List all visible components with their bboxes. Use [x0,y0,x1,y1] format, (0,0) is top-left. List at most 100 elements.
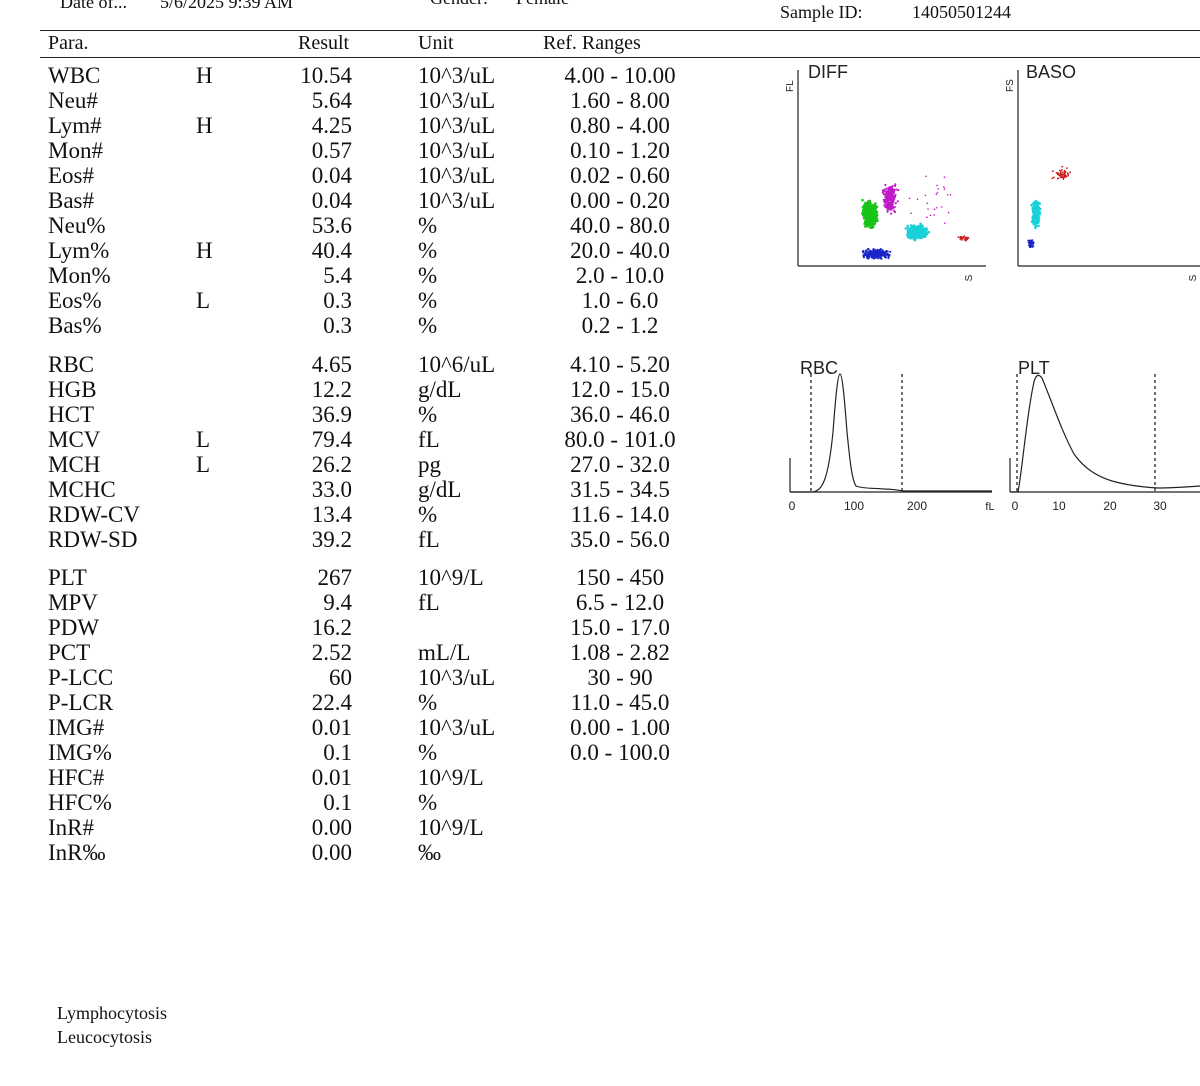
reference-range: 2.0 - 10.0 [575,263,665,288]
result-row: Bas% 0.3% 0.2 - 1.2 [0,313,720,338]
result-row: InR‰ 0.00 ‰ [0,840,720,865]
result-row: HFC% 0.1% [0,790,720,815]
result-value: 267 [317,565,353,590]
unit: 10^9/L [418,565,484,590]
result-row: RBC 4.65 10^6/uL 4.10 - 5.20 [0,352,720,377]
result-value: 22.4 [311,690,352,715]
result-value: 4.65 [311,352,352,377]
result-row: HCT 36.9% 36.0 - 46.0 [0,402,720,427]
reference-range: 0.0 - 100.0 [570,740,670,765]
plt-histogram-title: PLT [1018,358,1050,378]
col-header-ref: Ref. Ranges [543,32,641,54]
result-row: HFC# 0.01 10^9/L [0,765,720,790]
param-name: PCT [48,640,91,665]
abnormal-flag: L [196,288,211,313]
unit: % [418,402,438,427]
param-name: PLT [48,565,87,590]
param-name: HCT [48,402,94,427]
date-label: Date of... [60,0,127,12]
result-row: IMG# 0.01 10^3/uL 0.00 - 1.00 [0,715,720,740]
result-row: Mon# 0.57 10^3/uL 0.10 - 1.20 [0,138,720,163]
reference-range: 0.02 - 0.60 [570,163,670,188]
result-value: 0.00 [311,815,352,840]
reference-range: 0.2 - 1.2 [581,313,659,338]
reference-range: 1.60 - 8.00 [570,88,670,113]
param-name: MCH [48,452,101,477]
param-name: Eos% [48,288,102,313]
result-value: 0.04 [311,163,352,188]
result-row: Neu% 53.6% 40.0 - 80.0 [0,213,720,238]
unit: % [418,790,438,815]
abnormal-flag: H [196,113,213,138]
result-value: 9.4 [323,590,352,615]
plt-distribution-curve [1010,374,1200,493]
plt-tick-10: 10 [1052,499,1066,513]
reference-range: 150 - 450 [575,565,665,590]
param-name: P-LCC [48,665,114,690]
unit: % [418,213,438,238]
scatter-debris [957,235,970,242]
baso-y-axis-label: FS [1005,79,1016,92]
reference-range: 80.0 - 101.0 [564,427,676,452]
result-value: 4.25 [311,113,352,138]
result-value: 0.04 [311,188,352,213]
result-value: 0.01 [311,715,352,740]
rbc-distribution-curve [790,373,992,493]
plt-histogram: PLT 0 10 20 30 [1009,358,1200,513]
baso-scatter-plot: BASO FS SS [1005,62,1200,282]
note-leucocytosis: Leucocytosis [57,1027,152,1047]
result-value: 0.1 [323,790,352,815]
reference-range: 1.08 - 2.82 [570,640,670,665]
unit: fL [418,590,440,615]
abnormal-flag: H [196,63,213,88]
result-value: 26.2 [311,452,352,477]
param-name: IMG% [48,740,112,765]
reference-range: 35.0 - 56.0 [570,527,670,552]
note-lymphocytosis: Lymphocytosis [57,1003,168,1023]
param-name: RDW-CV [48,502,140,527]
param-name: Eos# [48,163,94,188]
reference-range: 4.00 - 10.00 [564,63,676,88]
neutrophil-cluster [861,198,879,230]
result-row: RDW-SD 39.2 fL 35.0 - 56.0 [0,527,720,552]
param-name: HFC# [48,765,105,790]
result-row: P-LCR 22.4% 11.0 - 45.0 [0,690,720,715]
rbc-tick-0: 0 [789,499,796,513]
result-value: 5.64 [311,88,352,113]
gender-label: Gender: [430,0,488,9]
result-value: 10.54 [300,63,352,88]
param-name: MCHC [48,477,116,502]
unit: 10^3/uL [418,88,496,113]
unit: % [418,690,438,715]
col-header-result: Result [298,32,350,54]
unit: 10^9/L [418,815,484,840]
param-name: RBC [48,352,95,377]
rbc-histogram-title: RBC [800,358,838,378]
diff-cell-clusters [861,175,970,260]
diff-x-axis-label: SS [964,274,975,282]
scatter-outliers [908,175,952,225]
unit: 10^9/L [418,765,484,790]
reference-range: 36.0 - 46.0 [570,402,670,427]
monocyte-cluster [904,222,930,242]
unit: 10^3/uL [418,715,496,740]
result-row: Mon% 5.4% 2.0 - 10.0 [0,263,720,288]
result-row: PLT 267 10^9/L 150 - 450 [0,565,720,590]
param-name: Neu# [48,88,98,113]
param-name: MCV [48,427,101,452]
param-name: InR# [48,815,94,840]
baso-lymphocyte-cluster [1027,239,1035,249]
unit: 10^3/uL [418,138,496,163]
rbc-tick-100: 100 [844,499,864,513]
unit: g/dL [418,477,462,502]
result-value: 0.3 [323,288,352,313]
reference-range: 31.5 - 34.5 [570,477,670,502]
col-header-para: Para. [48,32,89,54]
param-name: InR‰ [48,840,106,865]
result-row: IMG% 0.1% 0.0 - 100.0 [0,740,720,765]
sample-id-value: 14050501244 [912,2,1011,22]
unit: % [418,263,438,288]
reference-range: 20.0 - 40.0 [570,238,670,263]
reference-range: 4.10 - 5.20 [570,352,670,377]
result-row: MCH L 26.2 pg 27.0 - 32.0 [0,452,720,477]
